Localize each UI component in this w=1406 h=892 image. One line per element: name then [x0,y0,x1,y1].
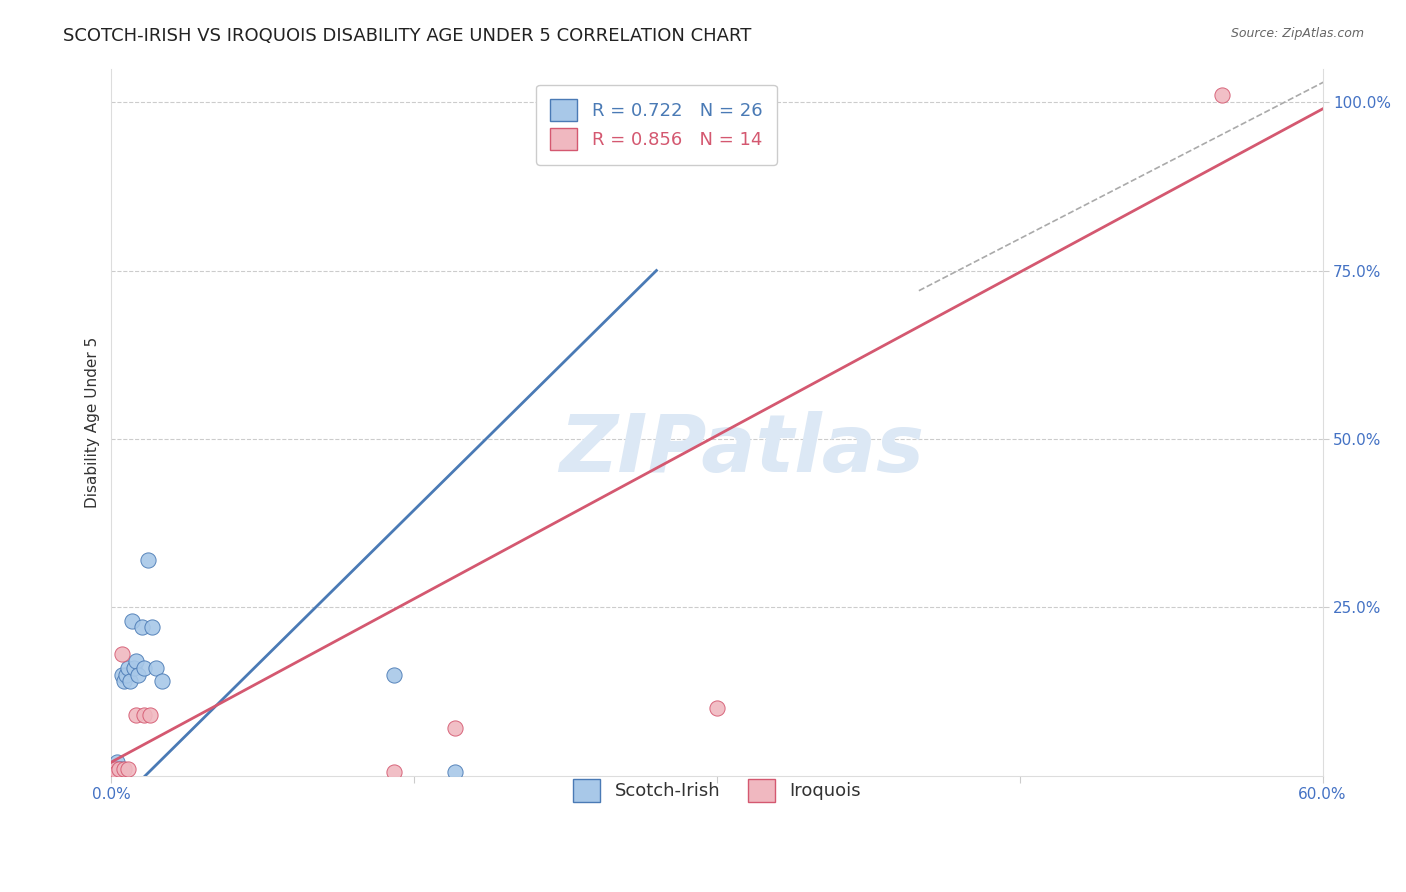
Point [139,707,162,722]
Point [104,762,127,776]
Point [110,762,132,776]
Point [107,762,129,776]
Point [150,674,173,689]
Point [382,667,405,681]
Point [118,674,141,689]
Point [124,707,146,722]
Text: ZIPatlas: ZIPatlas [558,411,924,490]
Point [121,614,143,628]
Text: SCOTCH-IRISH VS IROQUOIS DISABILITY AGE UNDER 5 CORRELATION CHART: SCOTCH-IRISH VS IROQUOIS DISABILITY AGE … [63,27,752,45]
Point [110,667,132,681]
Point [104,762,127,776]
Y-axis label: Disability Age Under 5: Disability Age Under 5 [86,336,100,508]
Point [1211,88,1233,103]
Point [145,661,167,675]
Point [127,667,149,681]
Point [132,707,155,722]
Point [141,620,163,634]
Point [706,701,728,715]
Point [131,620,153,634]
Point [110,648,132,662]
Point [108,765,131,780]
Point [107,765,129,780]
Point [117,661,139,675]
Point [443,765,465,780]
Point [122,661,145,675]
Point [132,661,155,675]
Point [108,762,131,776]
Text: Source: ZipAtlas.com: Source: ZipAtlas.com [1230,27,1364,40]
Point [104,765,127,780]
Point [107,755,129,769]
Point [112,674,135,689]
Point [114,667,136,681]
Point [124,654,146,668]
Point [443,722,465,736]
Point [112,762,135,776]
Point [103,762,125,776]
Point [382,765,405,780]
Point [108,762,131,776]
Point [103,765,125,780]
Point [136,553,159,567]
Legend: Scotch-Irish, Iroquois: Scotch-Irish, Iroquois [558,765,875,816]
Point [103,765,125,780]
Point [117,762,139,776]
